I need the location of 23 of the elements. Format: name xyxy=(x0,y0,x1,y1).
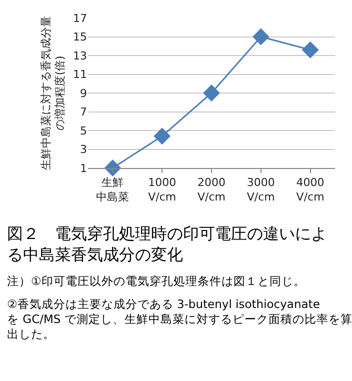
x-tick-label: 1000 V/cm xyxy=(148,176,176,204)
y-axis-title: 生鮮中島菜に対する香気成分量の増加程度(倍) xyxy=(39,16,67,170)
point xyxy=(252,28,270,46)
y-tick-label: 7 xyxy=(80,106,87,119)
x-tick-label: 2000 V/cm xyxy=(198,176,226,204)
x-tick-label: 4000 V/cm xyxy=(296,176,324,204)
y-tick-label: 17 xyxy=(73,12,87,25)
x-tick-label: 生鮮中島菜 xyxy=(96,176,130,204)
text: 図２ 電気穿孔処理時の印可電圧の違いによる中島菜香気成分の変化 xyxy=(7,224,327,264)
point xyxy=(203,84,220,102)
text: ②香気成分は主要な成分である 3-butenyl isothiocyanate を GC/MS で測定し、生鮮中島菜に対するピーク面積の比率を算出した。 xyxy=(7,297,352,341)
y-tick-label: 9 xyxy=(80,86,87,100)
y-tick-label: 11 xyxy=(73,68,87,82)
y-tick-label: 1 xyxy=(80,162,87,175)
y-tick-label: 5 xyxy=(80,124,87,138)
y-tick-label: 13 xyxy=(73,49,87,62)
y-tick-label: 15 xyxy=(73,30,87,44)
text: 注）①印可電圧以外の電気穿孔処理条件は図１と同じ。 xyxy=(7,274,306,288)
y-tick-label: 3 xyxy=(80,143,87,156)
point xyxy=(154,128,171,145)
x-tick-label: 3000 V/cm xyxy=(246,176,275,204)
point xyxy=(302,41,319,58)
point xyxy=(104,160,122,176)
